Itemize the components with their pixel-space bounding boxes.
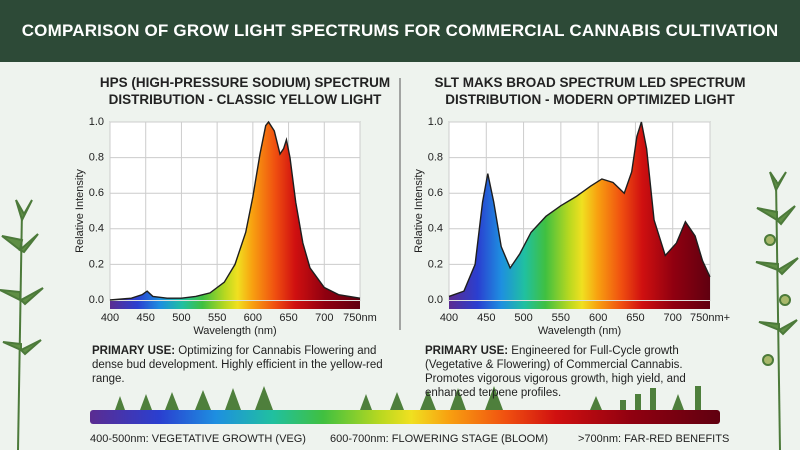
description-text: Optimizing for Cannabis Flowering and de… bbox=[92, 345, 383, 385]
plants bbox=[0, 171, 799, 450]
y-tick-label: 0.0 bbox=[89, 294, 104, 306]
y-tick-label: 1.0 bbox=[89, 116, 104, 128]
chart-title: SLT MAKS BROAD SPECTRUM LED SPECTRUM DIS… bbox=[434, 75, 746, 107]
y-tick-label: 0.0 bbox=[428, 294, 443, 306]
x-tick-label: 750nm bbox=[343, 312, 377, 324]
y-tick-label: 0.4 bbox=[89, 223, 104, 235]
y-tick-label: 0.4 bbox=[428, 223, 443, 235]
y-tick-label: 0.2 bbox=[89, 258, 104, 270]
x-tick-label: 700 bbox=[664, 312, 682, 324]
y-tick-label: 0.6 bbox=[89, 187, 104, 199]
x-axis-label: Wavelength (nm) bbox=[538, 325, 621, 337]
description-text: Engineered for Full-Cycle growth (Vegeta… bbox=[425, 345, 686, 399]
description: PRIMARY USE: Optimizing for Cannabis Flo… bbox=[92, 344, 392, 386]
footer-label: 400-500nm: VEGETATIVE GROWTH (VEG) bbox=[90, 433, 306, 445]
x-tick-label: 400 bbox=[440, 312, 458, 324]
description: PRIMARY USE: Engineered for Full-Cycle g… bbox=[425, 344, 725, 400]
y-tick-label: 0.6 bbox=[428, 187, 443, 199]
x-tick-label: 700 bbox=[315, 312, 333, 324]
x-tick-label: 550 bbox=[208, 312, 226, 324]
x-tick-label: 600 bbox=[244, 312, 262, 324]
x-tick-label: 550 bbox=[552, 312, 570, 324]
x-tick-label: 450 bbox=[137, 312, 155, 324]
y-tick-label: 0.2 bbox=[428, 258, 443, 270]
footer-label: >700nm: FAR-RED BENEFITS bbox=[578, 433, 729, 445]
x-tick-label: 650 bbox=[626, 312, 644, 324]
y-tick-label: 0.8 bbox=[89, 152, 104, 164]
y-tick-label: 0.8 bbox=[428, 152, 443, 164]
y-axis-label: Relative Intensity bbox=[413, 169, 425, 253]
x-tick-label: 400 bbox=[101, 312, 119, 324]
x-axis-label: Wavelength (nm) bbox=[193, 325, 276, 337]
chart-title: HPS (HIGH-PRESSURE SODIUM) SPECTRUM DIST… bbox=[99, 75, 391, 107]
y-axis-label: Relative Intensity bbox=[74, 169, 86, 253]
x-tick-label: 650 bbox=[279, 312, 297, 324]
x-tick-label: 450 bbox=[477, 312, 495, 324]
stage-icons bbox=[115, 386, 701, 410]
area bbox=[110, 122, 360, 300]
spectrum-strip bbox=[110, 301, 360, 309]
description-label: PRIMARY USE: bbox=[92, 345, 176, 357]
description-label: PRIMARY USE: bbox=[425, 345, 509, 357]
x-tick-label: 750nm+ bbox=[690, 312, 730, 324]
y-tick-label: 1.0 bbox=[428, 116, 443, 128]
spectrum-bar bbox=[90, 410, 720, 424]
header-title: COMPARISON OF GROW LIGHT SPECTRUMS FOR C… bbox=[0, 0, 800, 62]
area bbox=[449, 122, 710, 300]
footer-label: 600-700nm: FLOWERING STAGE (BLOOM) bbox=[330, 433, 548, 445]
x-tick-label: 600 bbox=[589, 312, 607, 324]
x-tick-label: 500 bbox=[172, 312, 190, 324]
spectrum-strip bbox=[449, 301, 710, 309]
x-tick-label: 500 bbox=[514, 312, 532, 324]
line bbox=[109, 120, 361, 301]
line bbox=[448, 121, 711, 298]
